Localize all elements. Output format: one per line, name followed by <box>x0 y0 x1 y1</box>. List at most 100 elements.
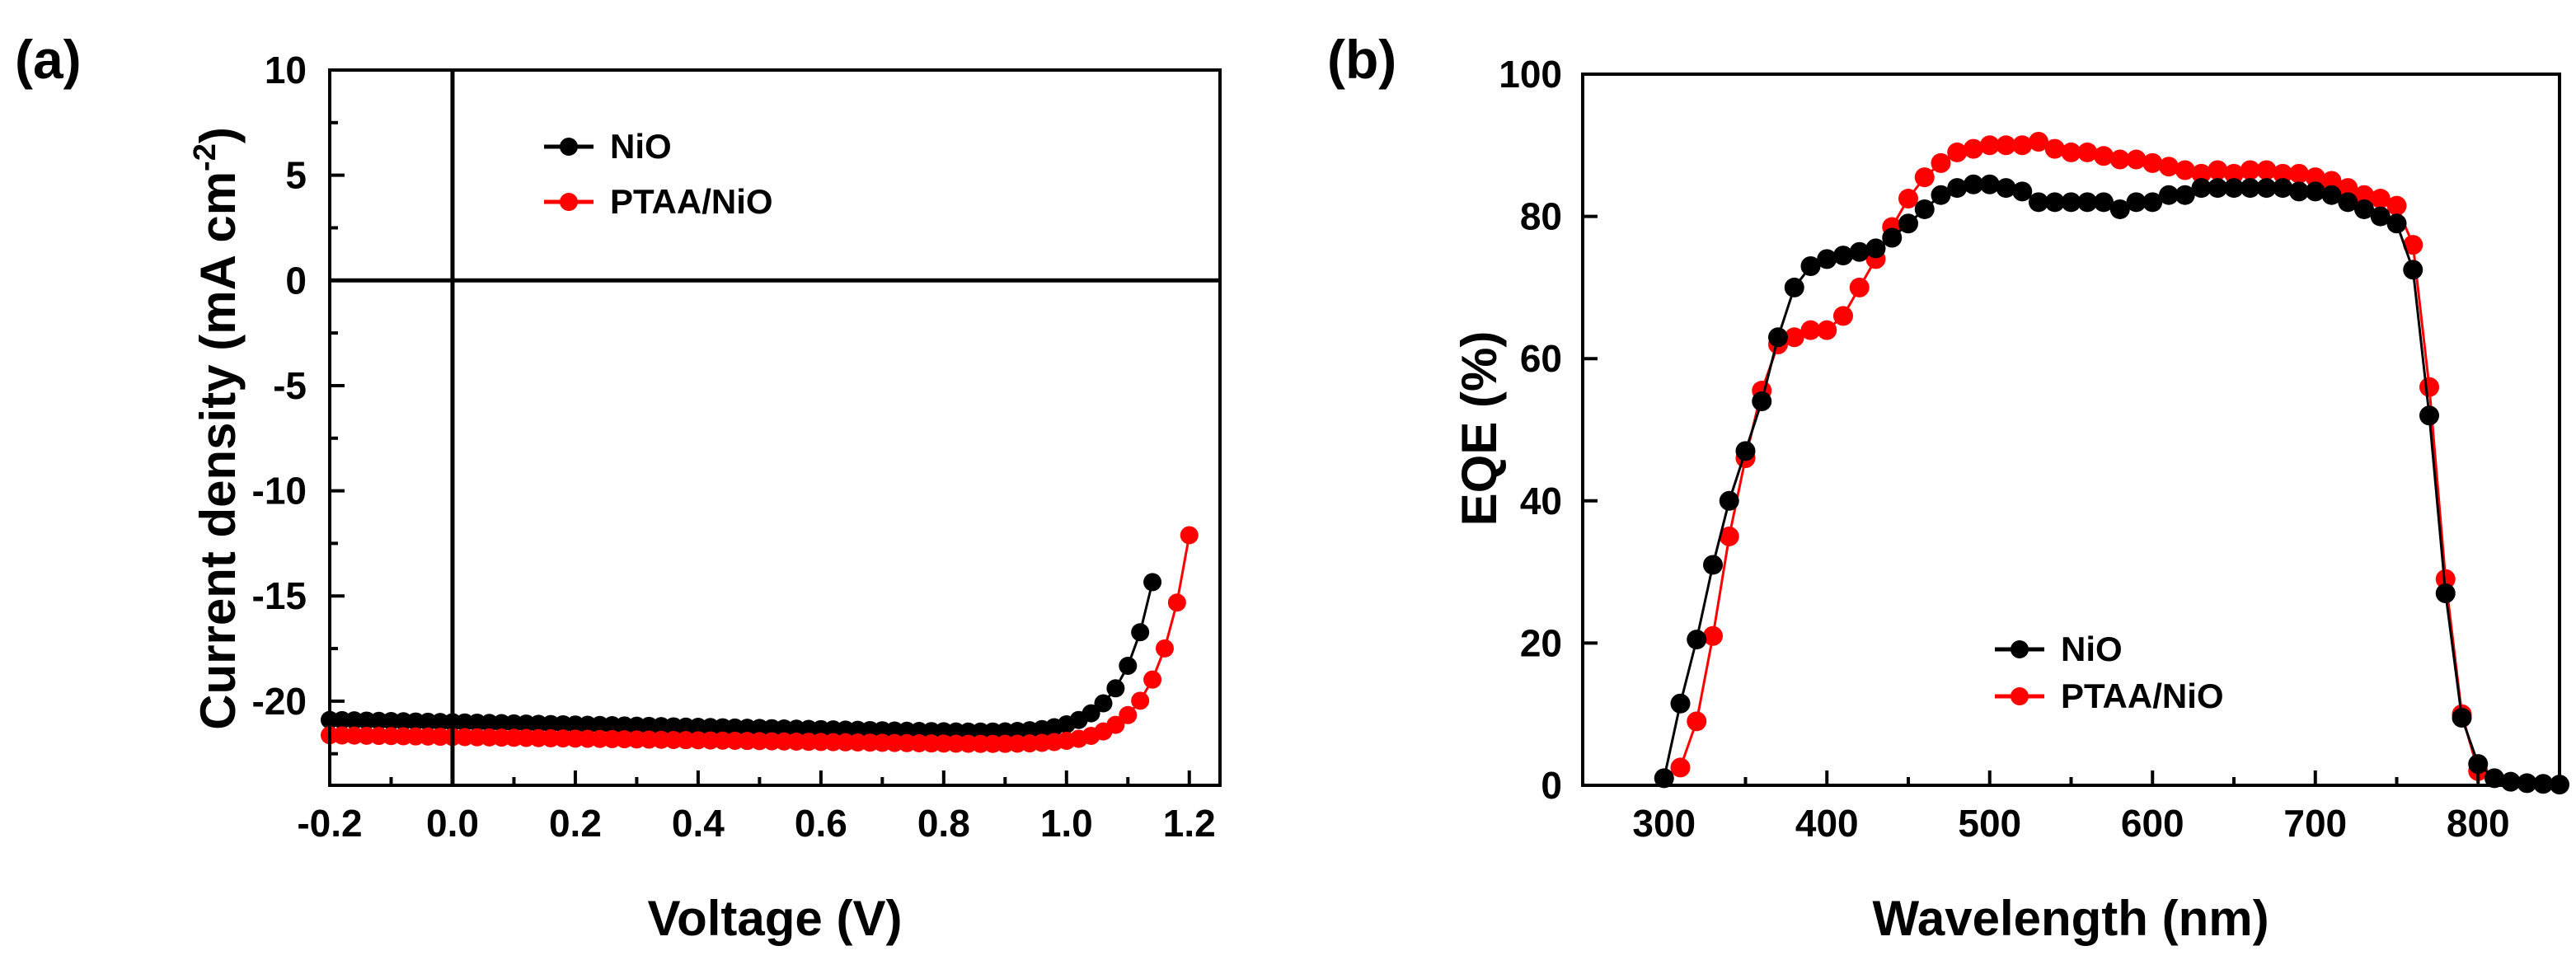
panel-b-data-point-nio <box>2386 213 2407 234</box>
panel-b-data-point-nio <box>1833 246 1853 266</box>
panel-a-plot-frame <box>328 68 1222 787</box>
panel-a-data-point-nio <box>1082 704 1100 723</box>
panel-b-data-point-nio <box>2061 192 2081 213</box>
panel-a-x-tick-labels: -0.2 0.0 0.2 0.4 0.6 0.8 1.0 1.2 <box>297 802 1215 845</box>
panel-b-data-point-ptaa-nio <box>1784 327 1804 348</box>
panel-a-data-point-nio <box>1143 573 1162 592</box>
panel-b-data-point-ptaa-nio <box>1800 320 1821 340</box>
panel-a-data-point-ptaa-nio <box>1180 526 1199 545</box>
panel-b-x-tick-label: 400 <box>1795 802 1859 845</box>
panel-a-ticks <box>328 68 1191 785</box>
panel-b-data-point-nio <box>2175 185 2195 205</box>
panel-b-data-point-ptaa-nio <box>2256 160 2277 180</box>
panel-a-data-point-nio <box>1131 623 1150 642</box>
panel-b-data-point-ptaa-nio <box>2224 163 2244 184</box>
panel-b-data-point-ptaa-nio <box>2208 160 2228 180</box>
panel-b-data-point-ptaa-nio <box>2419 377 2439 397</box>
panel-b-data-point-ptaa-nio <box>2191 163 2212 184</box>
panel-b-data-point-nio <box>1817 249 1837 269</box>
panel-b-data-point-ptaa-nio <box>2029 131 2048 152</box>
panel-b-x-tick-label: 600 <box>2121 802 2184 845</box>
panel-a-y-tick-label: 5 <box>285 154 307 197</box>
panel-b-data-point-ptaa-nio <box>1719 526 1739 546</box>
panel-b-data-point-ptaa-nio <box>2289 163 2309 184</box>
panel-a-series-line-ptaa-nio <box>329 535 1191 746</box>
panel-a-x-tick-label: 0.8 <box>917 802 970 845</box>
panel-a-y-tick-label: -5 <box>273 364 307 407</box>
legend-nio-label: NiO <box>2061 630 2123 668</box>
panel-b-data-point-ptaa-nio <box>1703 625 1723 646</box>
legend-nio-marker <box>560 138 578 156</box>
panel-b-data-point-nio <box>2289 181 2309 202</box>
panel-b-data-point-nio <box>1735 441 1756 461</box>
panel-b-data-point-nio <box>1752 391 1772 411</box>
panel-b-data-point-nio <box>2305 181 2325 202</box>
panel-b-data-point-nio <box>2077 192 2098 213</box>
panel-b-y-tick-label: 20 <box>1520 621 1562 664</box>
panel-b-data-point-nio <box>1947 178 1968 199</box>
panel-b-data-point-nio <box>2012 181 2033 202</box>
panel-b-data-point-ptaa-nio <box>2109 149 2130 170</box>
panel-b-data-point-nio <box>1703 555 1723 575</box>
panel-a-data-point-ptaa-nio <box>1155 639 1174 658</box>
panel-b-data-point-nio <box>1670 693 1691 714</box>
panel-b-data-point-nio <box>2224 178 2244 199</box>
panel-a-y-axis-title-close: ) <box>190 127 246 143</box>
legend-nio-label: NiO <box>610 127 672 166</box>
panel-b-data-point-ptaa-nio <box>2159 157 2179 177</box>
panel-b-data-point-nio <box>2208 178 2228 199</box>
panel-b-y-tick-label: 80 <box>1520 195 1562 238</box>
panel-b-data-point-ptaa-nio <box>2126 149 2147 170</box>
panel-b-data-point-ptaa-nio <box>2142 152 2163 173</box>
panel-a-y-tick-label: -20 <box>252 680 307 723</box>
panel-b-data-point-ptaa-nio <box>2175 160 2195 180</box>
legend-ptaa-nio-label: PTAA/NiO <box>2061 677 2224 715</box>
legend-ptaa-nio-marker <box>560 193 578 211</box>
panel-b-label: (b) <box>1327 29 1396 90</box>
panel-a-y-axis-title-main: Current density (mA cm <box>190 171 246 730</box>
panel-b-data-point-ptaa-nio <box>1687 711 1707 732</box>
panel-b-data-point-nio <box>1882 227 1903 248</box>
panel-a-data-point-ptaa-nio <box>1106 715 1125 734</box>
panel-b-x-tick-label: 700 <box>2283 802 2347 845</box>
panel-b-data-point-ptaa-nio <box>1849 277 1870 297</box>
panel-b-data-point-nio <box>2354 199 2374 219</box>
panel-b-x-tick-label: 300 <box>1632 802 1696 845</box>
legend-ptaa-nio-label: PTAA/NiO <box>610 182 773 221</box>
panel-a-label: (a) <box>15 29 82 90</box>
panel-b-data-point-ptaa-nio <box>1931 152 1951 173</box>
panel-b-data-point-ptaa-nio <box>2321 171 2342 191</box>
panel-b-data-point-ptaa-nio <box>1817 320 1837 340</box>
panel-b-series-layer <box>1654 131 2569 795</box>
panel-a-y-tick-label: -10 <box>252 470 307 513</box>
panel-b-data-point-nio <box>2517 773 2537 794</box>
panel-b-data-point-nio <box>2435 583 2456 603</box>
panel-b-data-point-nio <box>2126 192 2147 213</box>
panel-b-data-point-nio <box>1849 241 1870 262</box>
panel-a-x-tick-label: 0.4 <box>672 802 725 845</box>
panel-b-data-point-ptaa-nio <box>1947 142 1968 162</box>
panel-b-data-point-ptaa-nio <box>2094 146 2114 166</box>
panel-a-y-axis-title-superscript: -2 <box>188 143 223 171</box>
panel-b-x-tick-label: 800 <box>2447 802 2510 845</box>
panel-a-y-tick-labels: 10 5 0 -5 -10 -15 -20 <box>252 49 307 723</box>
panel-a-x-tick-label: 1.2 <box>1163 802 1216 845</box>
panel-b-data-point-ptaa-nio <box>2240 160 2260 180</box>
panel-b-y-axis-title: EQE (%) <box>1452 331 1507 527</box>
panel-b-data-point-ptaa-nio <box>1833 306 1853 326</box>
panel-a-data-point-nio <box>1094 694 1113 713</box>
panel-b-y-tick-label: 60 <box>1520 337 1562 380</box>
panel-a-data-point-ptaa-nio <box>1143 670 1162 689</box>
panel-b-data-point-nio <box>2370 206 2391 227</box>
panel-b-data-point-nio <box>1800 256 1821 277</box>
panel-a-y-tick-label: -15 <box>252 574 307 617</box>
panel-b-data-point-nio <box>1784 277 1804 297</box>
panel-b-data-point-nio <box>2094 192 2114 213</box>
panel-a-data-point-ptaa-nio <box>1131 691 1150 710</box>
panel-b-data-point-nio <box>2338 192 2358 213</box>
panel-b-data-point-ptaa-nio <box>2370 189 2391 209</box>
panel-b-data-point-ptaa-nio <box>2061 142 2081 162</box>
panel-b-data-point-nio <box>2256 178 2277 199</box>
panel-b-data-point-nio <box>2273 178 2293 199</box>
panel-b-data-point-ptaa-nio <box>1979 135 2000 156</box>
